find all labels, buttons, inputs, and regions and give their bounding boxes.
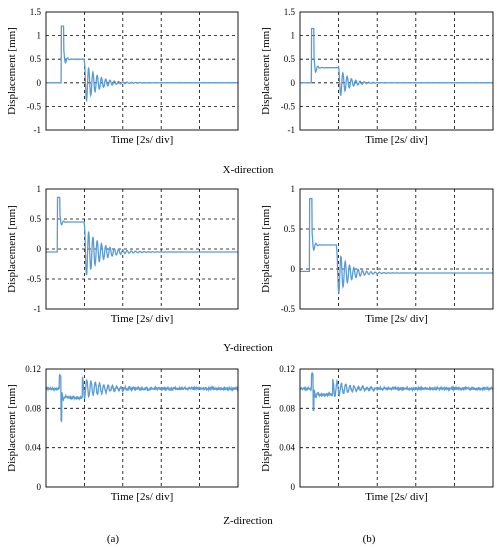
y-tick-label: 0.04 <box>279 443 295 453</box>
y-tick-label: 0.5 <box>284 54 296 64</box>
series-line <box>45 373 239 423</box>
x-axis-label: Time [2s/ div] <box>365 313 428 325</box>
y-tick-label: 0 <box>37 244 42 254</box>
series-line <box>46 196 238 276</box>
series-line <box>300 197 493 295</box>
plot-frame <box>45 188 239 310</box>
x-axis-label: Time [2s/ div] <box>111 491 174 503</box>
y-tick-label: 0 <box>291 264 296 274</box>
y-axis-label: Displacement [mm] <box>260 27 272 115</box>
y-axis-label: Displacement [mm] <box>6 384 18 472</box>
y-tick-label: 1.5 <box>284 7 296 17</box>
y-tick-label: -0.5 <box>27 101 42 111</box>
y-tick-label: 0 <box>291 78 296 88</box>
y-tick-label: 0 <box>37 78 42 88</box>
y-tick-label: 0.08 <box>279 403 295 413</box>
plot-frame <box>299 368 494 488</box>
column-label-b: (b) <box>363 533 376 545</box>
y-tick-label: 0.5 <box>284 224 296 234</box>
y-tick-label: 0.08 <box>25 403 41 413</box>
chart-y-b: 1 0.5 0 -0.5 Time [2s/ div] Displacement [mm] <box>260 184 494 325</box>
y-axis-label: Displacement [mm] <box>6 205 18 293</box>
series-line <box>46 25 238 103</box>
x-axis-label: Time [2s/ div] <box>111 134 174 146</box>
caption-z-direction: Z-direction <box>223 515 273 527</box>
chart-y-a: 1 0.5 0 -0.5 -1 Time [2s/ div] Displacement [m… <box>6 184 239 325</box>
y-tick-label: 1 <box>291 184 296 194</box>
y-tick-label: 1 <box>291 31 296 41</box>
y-tick-label: -1 <box>288 125 296 135</box>
y-tick-label: 0.12 <box>25 364 41 374</box>
y-tick-label: -0.5 <box>27 274 42 284</box>
y-tick-label: 0.12 <box>279 364 295 374</box>
caption-y-direction: Y-direction <box>223 342 273 354</box>
plot-frame <box>45 11 239 131</box>
y-tick-label: 1 <box>37 184 42 194</box>
y-axis-label: Displacement [mm] <box>260 384 272 472</box>
y-axis-label: Displacement [mm] <box>260 205 272 293</box>
plot-frame <box>45 368 239 488</box>
x-axis-label: Time [2s/ div] <box>365 491 428 503</box>
chart-z-a: 0.12 0.08 0.04 0 Time [2s/ div] Displacement … <box>6 364 239 503</box>
y-tick-label: -0.5 <box>281 304 296 314</box>
plot-frame <box>299 11 494 131</box>
chart-z-b: 0.12 0.08 0.04 0 Time [2s/ div] Displacement … <box>260 364 494 503</box>
x-axis-label: Time [2s/ div] <box>111 313 174 325</box>
column-label-a: (a) <box>107 533 120 545</box>
chart-x-a: 1.5 1 0.5 0 -0.5 -1 Time [2s/ div] Displacement… <box>6 7 239 146</box>
series-line <box>300 27 493 97</box>
series-line <box>299 371 494 412</box>
y-tick-label: 0.04 <box>25 443 41 453</box>
y-tick-label: 0.5 <box>30 214 42 224</box>
y-tick-label: 0 <box>291 482 296 492</box>
chart-x-b: 1.5 1 0.5 0 -0.5 -1 Time [2s/ div] Displacement… <box>260 7 494 146</box>
y-tick-label: -1 <box>34 125 42 135</box>
x-axis-label: Time [2s/ div] <box>365 134 428 146</box>
y-tick-label: 0.5 <box>30 54 42 64</box>
y-tick-label: 0 <box>37 482 42 492</box>
caption-x-direction: X-direction <box>223 164 274 176</box>
y-axis-label: Displacement [mm] <box>6 27 18 115</box>
y-tick-label: -1 <box>34 304 42 314</box>
plot-frame <box>299 188 494 310</box>
y-tick-label: 1 <box>37 31 42 41</box>
y-tick-label: 1.5 <box>30 7 42 17</box>
y-tick-label: -0.5 <box>281 101 296 111</box>
